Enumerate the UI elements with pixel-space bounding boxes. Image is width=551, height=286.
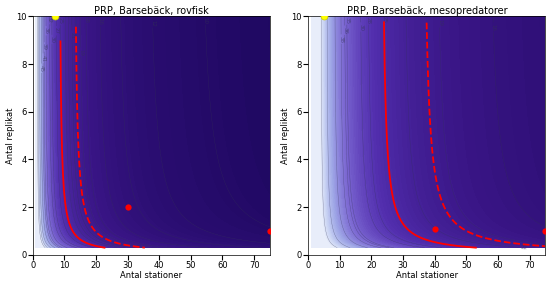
Text: 28: 28: [366, 17, 371, 23]
X-axis label: Antal stationer: Antal stationer: [120, 271, 182, 281]
Text: 39: 39: [42, 43, 47, 50]
Text: 18: 18: [83, 16, 89, 23]
Text: 19: 19: [78, 49, 83, 55]
Text: 25: 25: [381, 16, 386, 23]
Text: 19: 19: [437, 19, 442, 26]
Text: 30: 30: [50, 36, 55, 43]
Text: 25: 25: [58, 17, 63, 24]
Text: 22: 22: [520, 245, 527, 250]
Text: 38: 38: [338, 35, 344, 43]
Text: 16: 16: [491, 23, 496, 31]
Y-axis label: Antal replikat: Antal replikat: [6, 107, 14, 164]
Text: 12: 12: [150, 20, 155, 27]
Title: PRP, Barsebäck, rovfisk: PRP, Barsebäck, rovfisk: [94, 5, 209, 15]
Text: 32: 32: [47, 16, 52, 23]
Y-axis label: Antal replikat: Antal replikat: [281, 107, 290, 164]
X-axis label: Antal stationer: Antal stationer: [396, 271, 458, 281]
Text: 35: 35: [344, 17, 349, 23]
Text: 30: 30: [358, 23, 364, 31]
Title: PRP, Barsebäck, mesopredatorer: PRP, Barsebäck, mesopredatorer: [347, 5, 507, 15]
Text: 27: 27: [54, 27, 59, 34]
Text: 21: 21: [69, 32, 74, 39]
Text: 36: 36: [44, 27, 48, 34]
Text: 45: 45: [39, 65, 44, 72]
Text: 36: 36: [342, 27, 347, 34]
Text: 10: 10: [203, 17, 208, 24]
Text: 41: 41: [41, 55, 46, 61]
Text: 16: 16: [98, 18, 102, 25]
